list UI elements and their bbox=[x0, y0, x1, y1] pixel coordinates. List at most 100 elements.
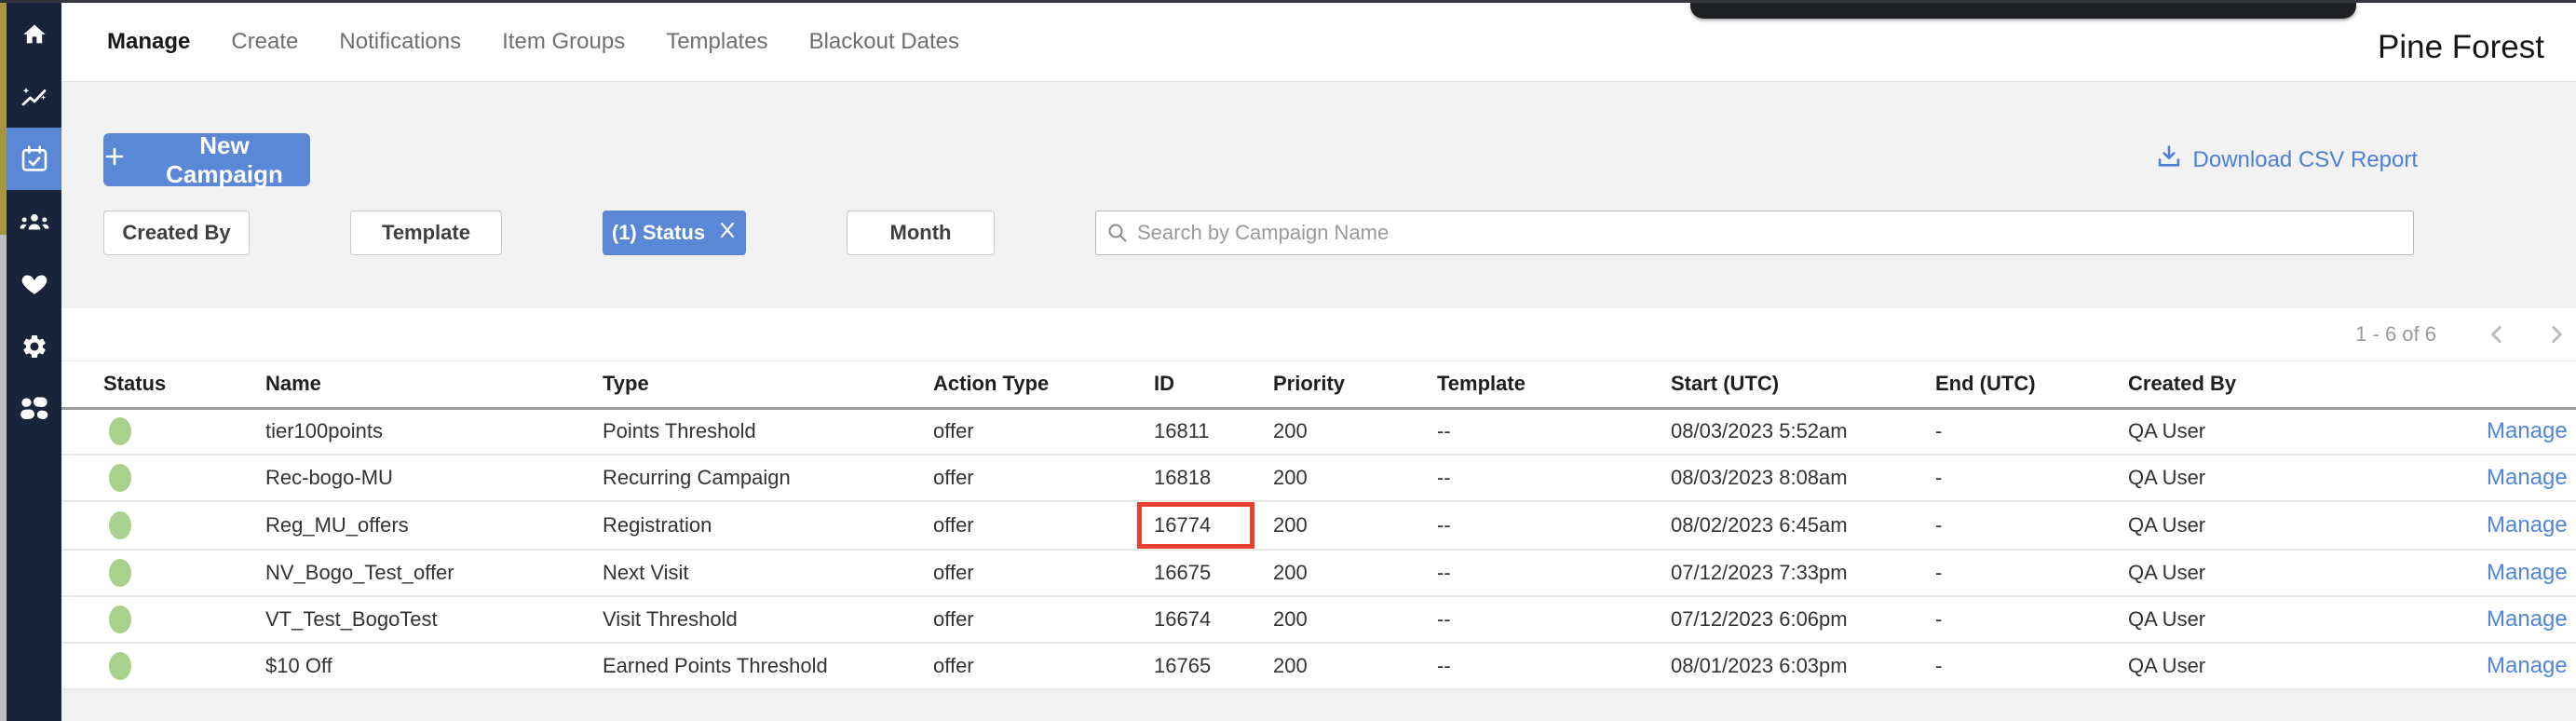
screen-overlay-bar bbox=[1690, 3, 2356, 19]
tab-item-groups[interactable]: Item Groups bbox=[502, 29, 626, 54]
table-row: $10 Off Earned Points Threshold offer 16… bbox=[61, 643, 2576, 690]
cell-start: 07/12/2023 6:06pm bbox=[1671, 596, 1935, 644]
status-dot-active bbox=[109, 605, 131, 633]
cell-action-type: offer bbox=[933, 596, 1154, 644]
manage-label: Manage bbox=[2487, 512, 2568, 537]
download-csv-link[interactable]: Download CSV Report bbox=[2156, 143, 2418, 176]
users-group-icon bbox=[19, 211, 50, 233]
campaign-search-input[interactable] bbox=[1095, 211, 2414, 255]
column-header-priority: Priority bbox=[1273, 361, 1437, 410]
cell-end: - bbox=[1935, 550, 2128, 597]
cell-id: 16765 bbox=[1154, 643, 1273, 690]
cell-id: 16674 bbox=[1154, 596, 1273, 644]
download-csv-label: Download CSV Report bbox=[2192, 146, 2418, 172]
search-field-wrap bbox=[1095, 211, 2414, 255]
cell-end: - bbox=[1935, 455, 2128, 502]
download-icon bbox=[2156, 143, 2182, 176]
sidebar-item-audiences[interactable] bbox=[7, 190, 61, 252]
cell-type: Points Threshold bbox=[603, 408, 933, 456]
sidebar-item-campaigns[interactable] bbox=[7, 128, 61, 190]
cell-created-by: QA User bbox=[2128, 643, 2487, 690]
merchant-name: Pine Forest bbox=[2378, 29, 2544, 65]
chevron-left-icon[interactable] bbox=[2485, 322, 2509, 347]
cell-priority: 200 bbox=[1273, 455, 1437, 502]
pagination: 1 - 6 of 6 bbox=[61, 308, 2576, 361]
cell-created-by: QA User bbox=[2128, 596, 2487, 644]
manage-dropdown[interactable]: Manage bbox=[2487, 559, 2576, 588]
status-dot-active bbox=[109, 417, 131, 446]
manage-label: Manage bbox=[2487, 418, 2568, 444]
cell-start: 08/03/2023 5:52am bbox=[1671, 408, 1935, 456]
toolbar-row: New Campaign Download CSV Report bbox=[61, 130, 2576, 188]
cell-id: 16774 bbox=[1137, 501, 1273, 551]
sidebar-item-home[interactable] bbox=[7, 3, 61, 65]
analytics-trend-icon bbox=[20, 85, 49, 109]
cell-name: $10 Off bbox=[265, 643, 603, 690]
cell-action-type: offer bbox=[933, 408, 1154, 456]
status-dot-active bbox=[109, 559, 131, 587]
filter-template[interactable]: Template bbox=[350, 211, 502, 255]
main-area: Manage Create Notifications Item Groups … bbox=[61, 3, 2576, 721]
chevron-right-icon[interactable] bbox=[2544, 322, 2569, 347]
sidebar-item-segments[interactable] bbox=[7, 377, 61, 440]
manage-dropdown[interactable]: Manage bbox=[2487, 605, 2576, 634]
tab-templates[interactable]: Templates bbox=[666, 29, 768, 54]
manage-dropdown[interactable]: Manage bbox=[2487, 652, 2576, 681]
table-row: NV_Bogo_Test_offer Next Visit offer 1667… bbox=[61, 550, 2576, 597]
column-header-created-by: Created By bbox=[2128, 361, 2487, 410]
cell-type: Registration bbox=[603, 501, 933, 551]
cell-type: Recurring Campaign bbox=[603, 455, 933, 502]
sidebar-item-loyalty[interactable] bbox=[7, 252, 61, 315]
campaigns-table: Status Name Type Action Type ID Priority… bbox=[61, 361, 2576, 690]
manage-dropdown[interactable]: Manage bbox=[2487, 511, 2576, 540]
manage-dropdown[interactable]: Manage bbox=[2487, 417, 2576, 446]
sidebar-item-settings[interactable] bbox=[7, 315, 61, 377]
table-row: VT_Test_BogoTest Visit Threshold offer 1… bbox=[61, 596, 2576, 644]
calendar-check-icon bbox=[20, 145, 49, 173]
cell-priority: 200 bbox=[1273, 550, 1437, 597]
home-icon bbox=[20, 21, 48, 48]
tab-notifications[interactable]: Notifications bbox=[339, 29, 462, 54]
cell-name: NV_Bogo_Test_offer bbox=[265, 550, 603, 597]
cell-end: - bbox=[1935, 408, 2128, 456]
column-header-type: Type bbox=[603, 361, 933, 410]
sidebar bbox=[7, 3, 61, 721]
sidebar-item-analytics[interactable] bbox=[7, 65, 61, 128]
cell-id: 16818 bbox=[1154, 455, 1273, 502]
column-header-template: Template bbox=[1437, 361, 1671, 410]
cell-start: 08/01/2023 6:03pm bbox=[1671, 643, 1935, 690]
filter-status-active[interactable]: (1) Status bbox=[603, 211, 746, 255]
heart-icon bbox=[20, 271, 48, 296]
cell-priority: 200 bbox=[1273, 596, 1437, 644]
column-header-action-type: Action Type bbox=[933, 361, 1154, 410]
filter-month[interactable]: Month bbox=[847, 211, 995, 255]
cell-template: -- bbox=[1437, 550, 1671, 597]
manage-label: Manage bbox=[2487, 606, 2568, 632]
manage-label: Manage bbox=[2487, 653, 2568, 678]
tab-blackout-dates[interactable]: Blackout Dates bbox=[808, 29, 959, 54]
cell-name: Reg_MU_offers bbox=[265, 501, 603, 551]
column-header-status: Status bbox=[61, 361, 265, 410]
cell-template: -- bbox=[1437, 596, 1671, 644]
cell-type: Earned Points Threshold bbox=[603, 643, 933, 690]
tab-create[interactable]: Create bbox=[231, 29, 299, 54]
table-row: Rec-bogo-MU Recurring Campaign offer 168… bbox=[61, 455, 2576, 502]
cell-action-type: offer bbox=[933, 455, 1154, 502]
close-icon[interactable] bbox=[718, 221, 737, 245]
new-campaign-label: New Campaign bbox=[166, 130, 283, 188]
column-header-start-utc: Start (UTC) bbox=[1671, 361, 1935, 410]
cell-created-by: QA User bbox=[2128, 501, 2487, 551]
cell-action-type: offer bbox=[933, 501, 1154, 551]
cell-end: - bbox=[1935, 596, 2128, 644]
manage-dropdown[interactable]: Manage bbox=[2487, 464, 2576, 493]
new-campaign-button[interactable]: New Campaign bbox=[103, 130, 310, 188]
cell-start: 08/02/2023 6:45am bbox=[1671, 501, 1935, 551]
tab-manage[interactable]: Manage bbox=[107, 29, 191, 54]
nav-tabs: Manage Create Notifications Item Groups … bbox=[107, 29, 959, 55]
status-dot-active bbox=[109, 464, 131, 492]
status-dot-active bbox=[109, 511, 131, 539]
cell-end: - bbox=[1935, 643, 2128, 690]
filter-created-by[interactable]: Created By bbox=[103, 211, 250, 255]
column-header-end-utc: End (UTC) bbox=[1935, 361, 2128, 410]
cell-template: -- bbox=[1437, 501, 1671, 551]
